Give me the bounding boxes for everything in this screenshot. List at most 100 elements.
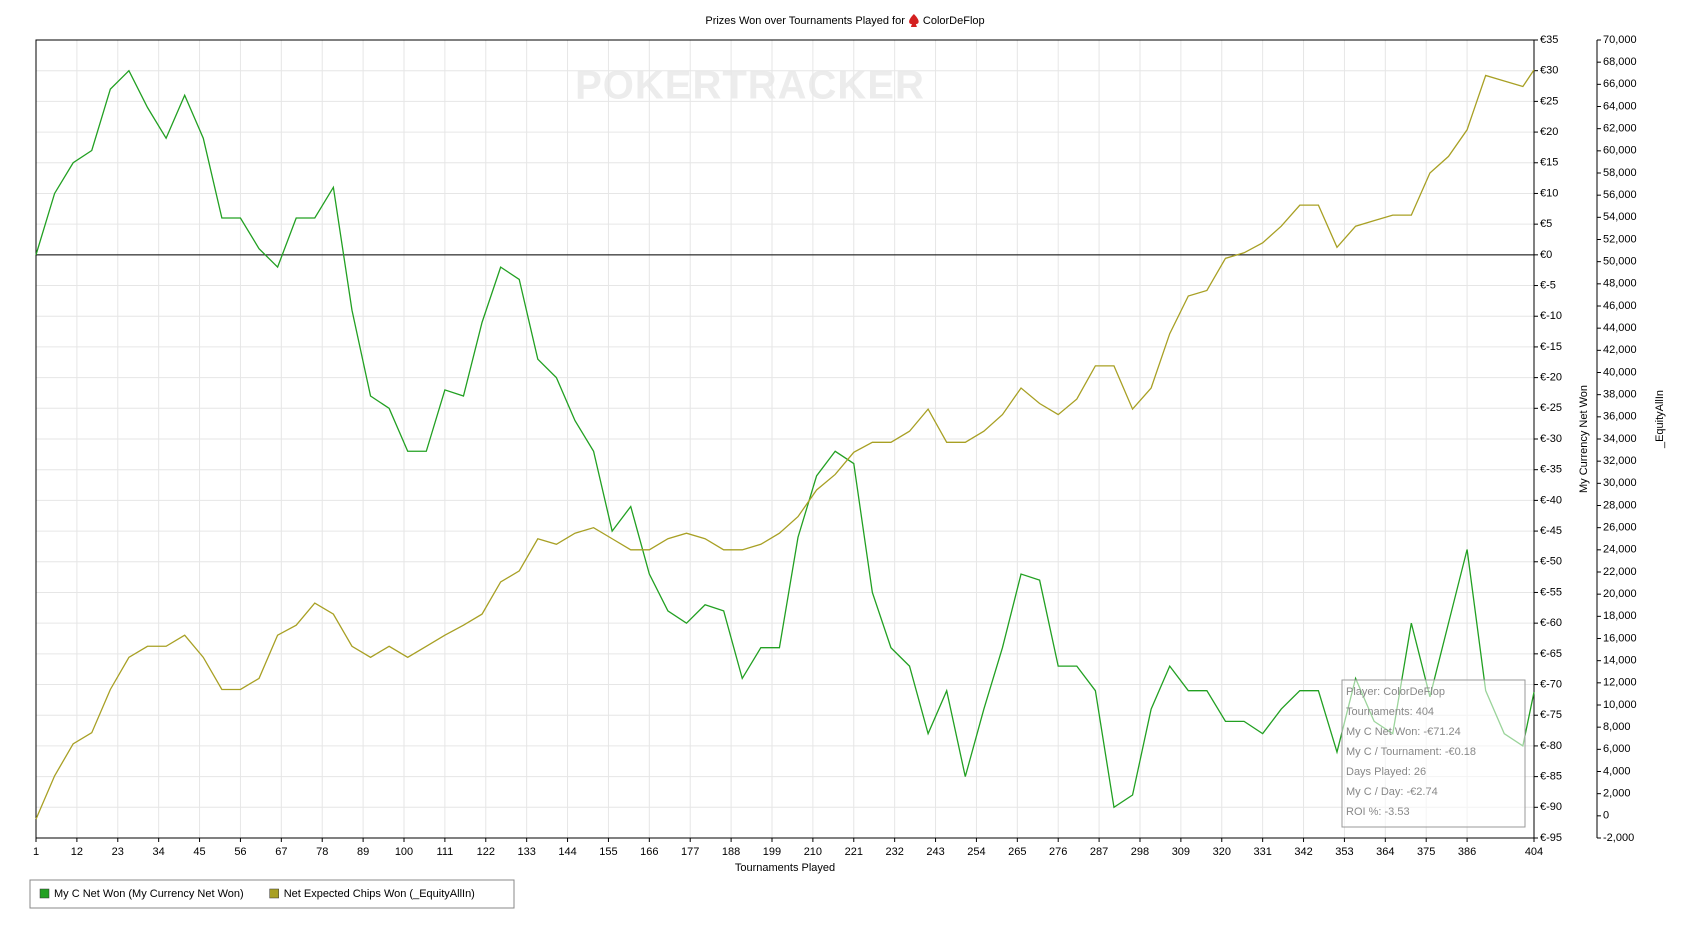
y2-tick-label: 52,000 [1603,233,1637,245]
x-tick-label: 254 [967,846,985,858]
x-tick-label: 177 [681,846,699,858]
y2-tick-label: 6,000 [1603,743,1631,755]
y-tick-label: €-70 [1540,678,1562,690]
y-tick-label: €0 [1540,249,1552,261]
x-tick-label: 375 [1417,846,1435,858]
y-tick-label: €-50 [1540,556,1562,568]
y2-tick-label: 34,000 [1603,433,1637,445]
x-tick-label: 78 [316,846,328,858]
y-tick-label: €-40 [1540,494,1562,506]
x-tick-label: 232 [885,846,903,858]
y-tick-label: €15 [1540,157,1558,169]
x-tick-label: 386 [1458,846,1476,858]
y2-tick-label: 22,000 [1603,566,1637,578]
x-tick-label: 89 [357,846,369,858]
info-line: My C Net Won: -€71.24 [1346,726,1461,738]
x-tick-label: 111 [437,846,454,858]
y2-tick-label: 60,000 [1603,145,1637,157]
y-tick-label: €-90 [1540,801,1562,813]
y-tick-label: €20 [1540,126,1558,138]
y-tick-label: €-80 [1540,740,1562,752]
y2-tick-label: -2,000 [1603,832,1634,844]
x-tick-label: 221 [845,846,863,858]
y2-tick-label: 18,000 [1603,610,1637,622]
x-tick-label: 309 [1172,846,1190,858]
y2-tick-label: 26,000 [1603,522,1637,534]
x-tick-label: 133 [517,846,535,858]
y2-tick-label: 42,000 [1603,344,1637,356]
y2-tick-label: 8,000 [1603,721,1631,733]
x-tick-label: 67 [275,846,287,858]
y-tick-label: €-25 [1540,402,1562,414]
y-tick-label: €-5 [1540,279,1556,291]
x-tick-label: 122 [477,846,495,858]
x-tick-label: 353 [1335,846,1353,858]
x-tick-label: 12 [71,846,83,858]
spade-icon [909,14,919,27]
y2-tick-label: 20,000 [1603,588,1637,600]
x-tick-label: 298 [1131,846,1149,858]
y2-tick-label: 62,000 [1603,123,1637,135]
x-tick-label: 100 [395,846,413,858]
y-tick-label: €-45 [1540,525,1562,537]
x-tick-label: 276 [1049,846,1067,858]
y2-tick-label: 0 [1603,810,1609,822]
y2-tick-label: 68,000 [1603,56,1637,68]
y-tick-label: €-65 [1540,648,1562,660]
x-tick-label: 155 [599,846,617,858]
y-tick-label: €-75 [1540,709,1562,721]
y-tick-label: €-95 [1540,832,1562,844]
x-tick-label: 45 [193,846,205,858]
y-tick-label: €-60 [1540,617,1562,629]
y2-tick-label: 14,000 [1603,655,1637,667]
y-tick-label: €-15 [1540,341,1562,353]
legend-label: My C Net Won (My Currency Net Won) [54,888,244,900]
info-line: My C / Tournament: -€0.18 [1346,746,1476,758]
info-line: ROI %: -3.53 [1346,806,1410,818]
y-tick-label: €10 [1540,187,1558,199]
y2-tick-label: 38,000 [1603,389,1637,401]
y2-tick-label: 10,000 [1603,699,1637,711]
y2-tick-label: 58,000 [1603,167,1637,179]
series-line [35,69,1535,809]
chart-title: Prizes Won over Tournaments Played for [705,15,905,27]
y2-tick-label: 36,000 [1603,411,1637,423]
y2-tick-label: 50,000 [1603,256,1637,268]
x-tick-label: 56 [234,846,246,858]
y2-tick-label: 4,000 [1603,765,1631,777]
x-tick-label: 210 [804,846,822,858]
x-tick-label: 331 [1253,846,1271,858]
y2-axis-title: _EquityAllIn [1654,390,1666,449]
x-tick-label: 144 [558,846,576,858]
x-tick-label: 243 [926,846,944,858]
legend-label: Net Expected Chips Won (_EquityAllIn) [284,888,475,900]
x-tick-label: 34 [153,846,165,858]
legend-swatch [39,888,50,899]
x-tick-label: 23 [112,846,124,858]
y2-tick-label: 16,000 [1603,632,1637,644]
y2-tick-label: 12,000 [1603,677,1637,689]
y-tick-label: €30 [1540,65,1558,77]
info-line: Player: ColorDeFlop [1346,686,1445,698]
y2-tick-label: 66,000 [1603,78,1637,90]
y-tick-label: €-55 [1540,586,1562,598]
y2-tick-label: 54,000 [1603,211,1637,223]
y-tick-label: €-35 [1540,464,1562,476]
y-tick-label: €-10 [1540,310,1562,322]
legend-swatch [269,888,279,899]
x-tick-label: 265 [1008,846,1026,858]
info-line: My C / Day: -€2.74 [1346,786,1438,798]
y2-tick-label: 48,000 [1603,278,1637,290]
y2-tick-label: 64,000 [1603,100,1637,112]
x-tick-label: 342 [1294,846,1312,858]
y2-tick-label: 56,000 [1603,189,1637,201]
x-tick-label: 199 [763,846,781,858]
x-tick-label: 404 [1525,846,1543,858]
series-line [35,69,1535,820]
info-line: Days Played: 26 [1346,766,1426,778]
y2-tick-label: 40,000 [1603,366,1637,378]
y2-tick-label: 46,000 [1603,300,1637,312]
x-tick-label: 166 [640,846,658,858]
info-box-frame [1341,679,1526,828]
